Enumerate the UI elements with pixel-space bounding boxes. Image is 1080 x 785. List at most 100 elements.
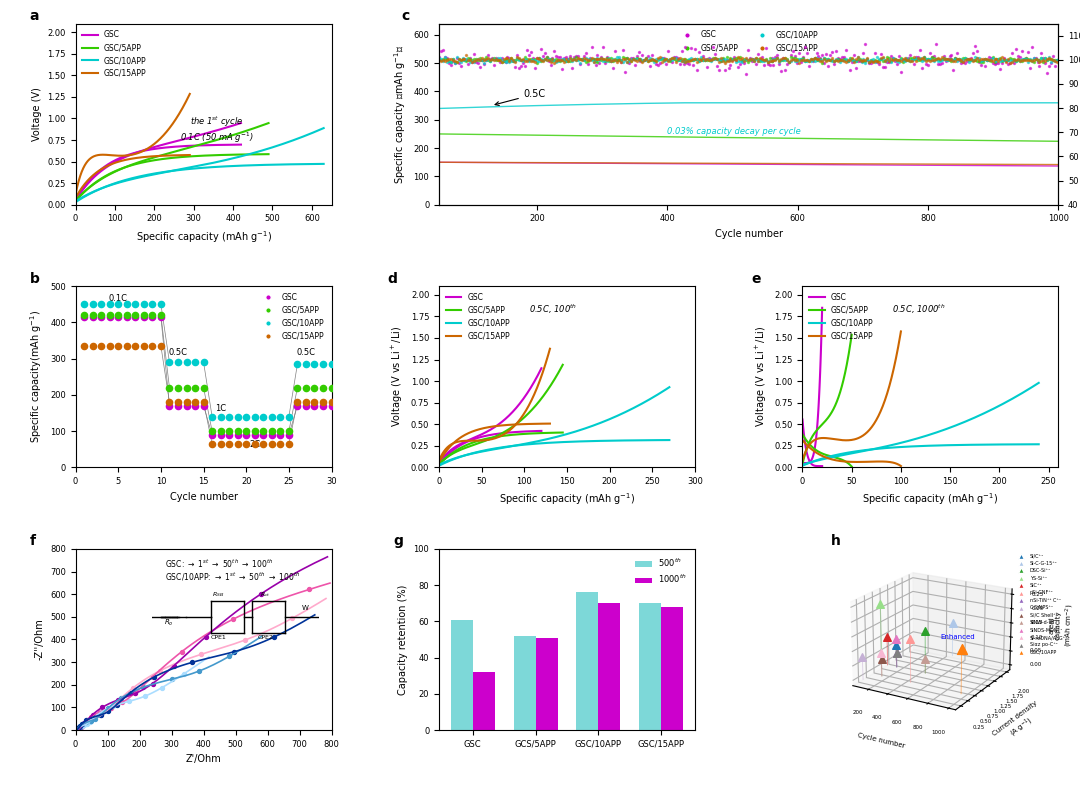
Point	[683, 54, 700, 67]
Point	[69, 724, 86, 736]
Point	[622, 53, 639, 65]
Point	[622, 51, 639, 64]
Point	[589, 56, 606, 68]
Point	[444, 53, 461, 66]
Point	[978, 53, 996, 65]
Point	[835, 53, 852, 66]
Point	[593, 51, 610, 64]
Point	[793, 56, 810, 68]
Point	[173, 645, 190, 658]
Point	[907, 53, 924, 66]
Point	[306, 382, 323, 394]
Point	[937, 53, 955, 65]
Point	[856, 38, 874, 50]
Point	[921, 53, 939, 65]
Point	[518, 54, 536, 67]
Point	[544, 53, 562, 65]
Point	[636, 53, 653, 66]
Point	[472, 53, 489, 66]
Point	[969, 54, 986, 67]
Point	[1011, 55, 1028, 68]
Point	[266, 630, 283, 643]
Point	[545, 45, 563, 57]
Point	[538, 53, 555, 66]
Point	[503, 53, 521, 66]
Point	[70, 723, 87, 736]
Point	[323, 358, 340, 371]
Point	[931, 54, 948, 67]
Point	[94, 701, 111, 714]
Point	[576, 49, 593, 62]
Point	[777, 51, 794, 64]
Point	[958, 53, 975, 65]
Point	[948, 47, 966, 60]
Point	[730, 55, 747, 68]
Point	[603, 55, 620, 68]
Point	[1030, 56, 1048, 68]
Point	[907, 55, 924, 68]
Point	[442, 56, 459, 68]
Point	[794, 51, 811, 64]
Point	[890, 57, 907, 69]
Point	[550, 54, 567, 67]
Point	[642, 54, 659, 67]
Point	[812, 53, 829, 66]
Point	[71, 721, 89, 734]
Point	[912, 53, 929, 65]
Point	[706, 52, 724, 64]
Legend: GSC, GSC/5APP, GSC/10APP, GSC/15APP: GSC, GSC/5APP, GSC/10APP, GSC/15APP	[258, 290, 327, 344]
Point	[788, 53, 806, 66]
Point	[507, 56, 524, 68]
Point	[986, 53, 1003, 66]
Point	[690, 55, 707, 68]
Point	[585, 55, 603, 68]
Point	[523, 46, 540, 58]
Point	[914, 54, 931, 67]
Point	[935, 53, 953, 66]
Point	[598, 51, 616, 64]
Point	[225, 613, 242, 626]
Point	[791, 53, 808, 66]
Point	[523, 55, 540, 68]
Point	[557, 51, 575, 64]
Point	[646, 56, 663, 68]
Point	[759, 56, 777, 68]
Point	[523, 53, 540, 66]
Point	[595, 53, 612, 66]
Point	[280, 411, 297, 423]
Point	[1032, 52, 1050, 64]
Point	[991, 54, 1009, 67]
Point	[964, 55, 982, 68]
Point	[644, 53, 661, 66]
Point	[878, 51, 895, 64]
Point	[536, 53, 553, 65]
Point	[297, 396, 314, 408]
Point	[151, 664, 168, 677]
Point	[178, 396, 195, 408]
Point	[706, 52, 724, 64]
Point	[526, 56, 543, 68]
Point	[917, 53, 934, 65]
Point	[483, 53, 500, 65]
Point	[1042, 57, 1059, 69]
Point	[700, 54, 717, 67]
Point	[873, 53, 890, 65]
Point	[1005, 53, 1023, 66]
Point	[516, 55, 534, 68]
Point	[777, 52, 794, 64]
Point	[68, 723, 85, 736]
Point	[704, 53, 721, 65]
Point	[765, 54, 782, 67]
Point	[483, 53, 500, 65]
Point	[721, 54, 739, 67]
Point	[755, 54, 772, 67]
Point	[446, 54, 463, 67]
Point	[762, 55, 780, 68]
Point	[786, 52, 804, 64]
Point	[536, 46, 553, 59]
Point	[73, 720, 91, 732]
Y-axis label: Specific capacity(mAh g$^{-1}$): Specific capacity(mAh g$^{-1}$)	[29, 310, 44, 444]
Point	[569, 51, 586, 64]
Y-axis label: Voltage (V): Voltage (V)	[31, 87, 42, 141]
Text: g: g	[393, 535, 403, 548]
